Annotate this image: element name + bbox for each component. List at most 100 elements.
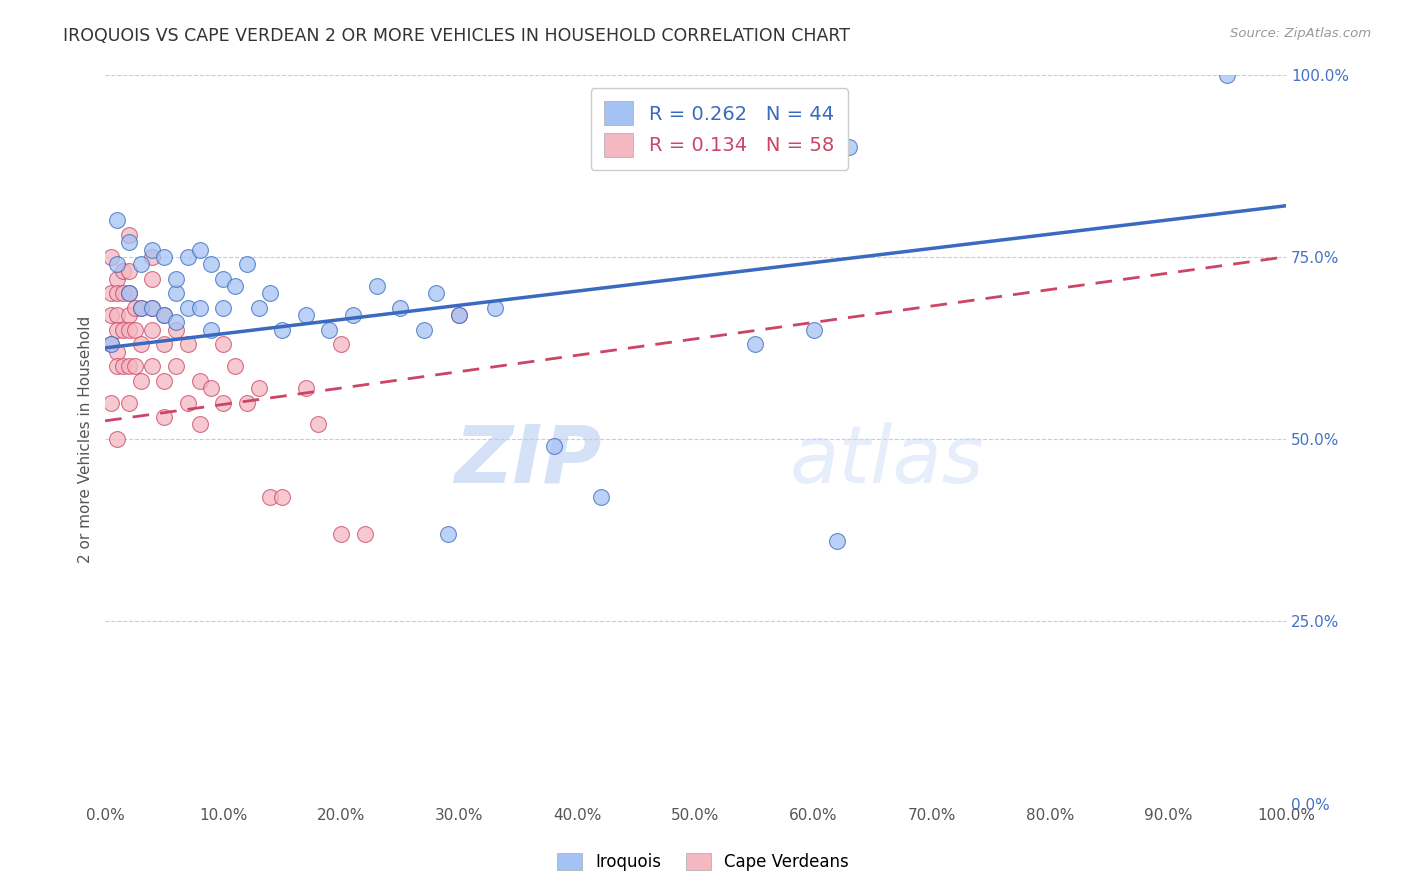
Point [449, 308, 471, 322]
Point [118, 395, 141, 409]
Point [354, 526, 377, 541]
Point [484, 301, 506, 315]
Point [188, 243, 211, 257]
Point [803, 323, 825, 337]
Point [141, 359, 163, 373]
Point [153, 308, 176, 322]
Point [247, 301, 270, 315]
Point [212, 301, 235, 315]
Point [212, 271, 235, 285]
Point [129, 337, 152, 351]
Point [330, 337, 353, 351]
Point [271, 323, 294, 337]
Point [165, 286, 187, 301]
Point [141, 243, 163, 257]
Point [330, 526, 353, 541]
Point [100, 337, 122, 351]
Point [153, 250, 176, 264]
Legend: R = 0.262   N = 44, R = 0.134   N = 58: R = 0.262 N = 44, R = 0.134 N = 58 [591, 88, 848, 170]
Point [100, 337, 122, 351]
Text: ZIP: ZIP [454, 422, 600, 500]
Point [105, 323, 128, 337]
Point [212, 395, 235, 409]
Point [200, 257, 222, 271]
Point [188, 374, 211, 388]
Point [177, 337, 200, 351]
Point [342, 308, 364, 322]
Point [212, 337, 235, 351]
Legend: Iroquois, Cape Verdeans: Iroquois, Cape Verdeans [548, 845, 858, 880]
Point [200, 323, 222, 337]
Point [177, 395, 200, 409]
Point [188, 301, 211, 315]
Point [413, 323, 436, 337]
Point [188, 417, 211, 432]
Point [105, 271, 128, 285]
Point [105, 286, 128, 301]
Point [105, 344, 128, 359]
Point [271, 491, 294, 505]
Point [295, 308, 318, 322]
Point [105, 308, 128, 322]
Point [124, 323, 146, 337]
Point [118, 359, 141, 373]
Point [111, 286, 134, 301]
Point [118, 264, 141, 278]
Point [589, 491, 612, 505]
Point [129, 257, 152, 271]
Point [165, 323, 187, 337]
Point [838, 140, 860, 154]
Point [224, 359, 246, 373]
Point [200, 381, 222, 395]
Point [236, 395, 259, 409]
Point [124, 359, 146, 373]
Point [111, 264, 134, 278]
Point [129, 301, 152, 315]
Point [224, 279, 246, 293]
Point [247, 381, 270, 395]
Point [118, 308, 141, 322]
Point [259, 491, 281, 505]
Point [129, 301, 152, 315]
Point [153, 337, 176, 351]
Text: atlas: atlas [790, 422, 984, 500]
Point [744, 337, 766, 351]
Point [436, 526, 458, 541]
Point [425, 286, 447, 301]
Point [100, 308, 122, 322]
Point [141, 301, 163, 315]
Point [389, 301, 412, 315]
Point [236, 257, 259, 271]
Point [141, 301, 163, 315]
Point [259, 286, 281, 301]
Point [825, 534, 848, 549]
Point [111, 323, 134, 337]
Point [129, 374, 152, 388]
Point [141, 323, 163, 337]
Point [177, 250, 200, 264]
Point [177, 301, 200, 315]
Point [449, 308, 471, 322]
Point [118, 286, 141, 301]
Point [153, 410, 176, 425]
Point [543, 439, 565, 453]
Point [118, 235, 141, 250]
Point [153, 308, 176, 322]
Point [105, 257, 128, 271]
Point [141, 271, 163, 285]
Point [100, 286, 122, 301]
Point [141, 250, 163, 264]
Point [153, 374, 176, 388]
Point [124, 301, 146, 315]
Point [118, 227, 141, 242]
Point [100, 395, 122, 409]
Point [105, 432, 128, 446]
Point [105, 359, 128, 373]
Point [295, 381, 318, 395]
Text: Source: ZipAtlas.com: Source: ZipAtlas.com [1230, 27, 1371, 40]
Point [366, 279, 388, 293]
Point [111, 359, 134, 373]
Point [118, 286, 141, 301]
Point [100, 250, 122, 264]
Point [118, 323, 141, 337]
